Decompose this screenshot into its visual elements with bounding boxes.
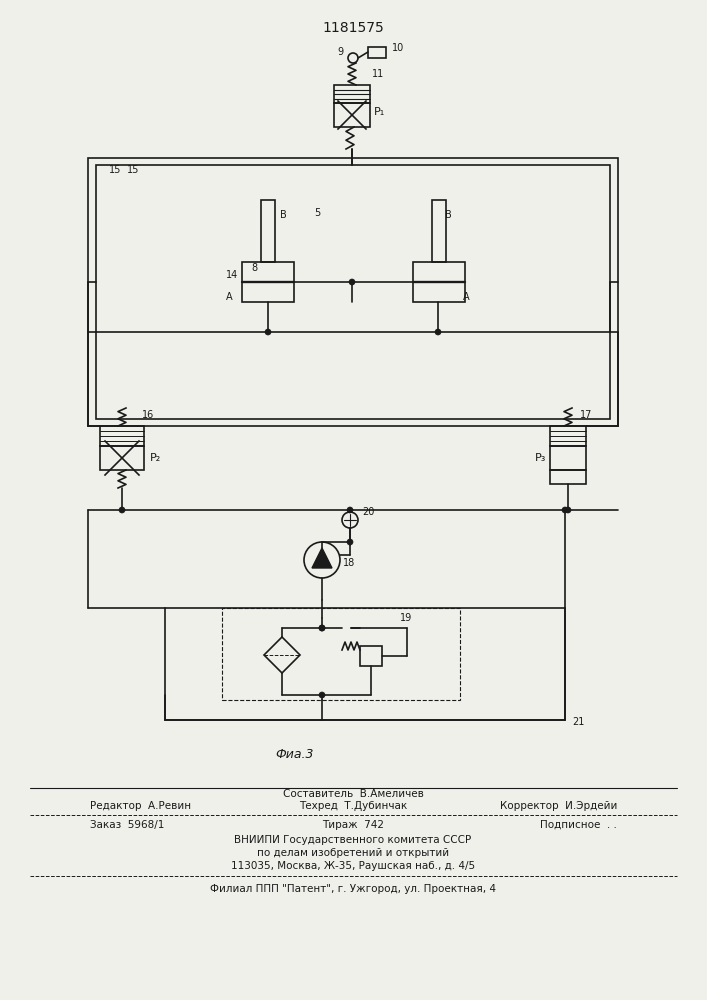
Text: ВНИИПИ Государственного комитета СССР: ВНИИПИ Государственного комитета СССР [235, 835, 472, 845]
Bar [334, 85, 370, 103]
Bar [413, 262, 465, 302]
Bar [550, 446, 586, 470]
Text: P₃: P₃ [534, 453, 546, 463]
Bar [96, 165, 610, 419]
Bar [222, 608, 460, 700]
Bar [100, 446, 144, 470]
Circle shape [319, 625, 325, 631]
Text: Заказ  5968/1: Заказ 5968/1 [90, 820, 164, 830]
Circle shape [347, 539, 353, 545]
Text: B: B [280, 210, 287, 220]
Text: 10: 10 [392, 43, 404, 53]
Text: Редактор  А.Ревин: Редактор А.Ревин [90, 801, 191, 811]
Circle shape [265, 329, 271, 335]
Circle shape [319, 692, 325, 698]
Polygon shape [312, 548, 332, 568]
Bar [432, 200, 446, 262]
Text: Техред  Т.Дубинчак: Техред Т.Дубинчак [299, 801, 407, 811]
Text: 1181575: 1181575 [322, 21, 384, 35]
Bar [242, 262, 294, 302]
Text: B: B [445, 210, 452, 220]
Text: 21: 21 [572, 717, 585, 727]
Bar [100, 426, 144, 446]
Text: 15: 15 [109, 165, 121, 175]
Circle shape [119, 507, 125, 513]
Circle shape [435, 329, 441, 335]
Text: P₂: P₂ [150, 453, 161, 463]
Bar [165, 608, 565, 720]
Bar [368, 47, 386, 58]
Text: Подписное  . .: Подписное . . [540, 820, 617, 830]
Text: Тираж  742: Тираж 742 [322, 820, 384, 830]
Circle shape [347, 507, 353, 513]
Text: A: A [226, 292, 233, 302]
Bar [88, 158, 618, 426]
Text: 15: 15 [127, 165, 139, 175]
Bar [261, 200, 275, 262]
Bar [334, 103, 370, 127]
Text: 16: 16 [142, 410, 154, 420]
Text: Фиа.3: Фиа.3 [276, 748, 314, 762]
Text: A: A [463, 292, 470, 302]
Circle shape [565, 507, 571, 513]
Text: Корректор  И.Эрдейи: Корректор И.Эрдейи [500, 801, 617, 811]
Text: Филиал ППП "Патент", г. Ужгород, ул. Проектная, 4: Филиал ППП "Патент", г. Ужгород, ул. Про… [210, 884, 496, 894]
Text: по делам изобретений и открытий: по делам изобретений и открытий [257, 848, 449, 858]
Text: 8: 8 [252, 263, 258, 273]
Text: 18: 18 [343, 558, 355, 568]
Text: 14: 14 [226, 270, 238, 280]
Text: 11: 11 [372, 69, 384, 79]
Bar [360, 646, 382, 666]
Text: 17: 17 [580, 410, 592, 420]
Circle shape [562, 507, 568, 513]
Text: 19: 19 [400, 613, 412, 623]
Bar [550, 470, 586, 484]
Text: 9: 9 [338, 47, 344, 57]
Text: Составитель  В.Амеличев: Составитель В.Амеличев [283, 789, 423, 799]
Text: P₁: P₁ [374, 107, 385, 117]
Circle shape [319, 625, 325, 631]
Circle shape [349, 279, 355, 285]
Bar [550, 426, 586, 446]
Text: 113035, Москва, Ж-35, Раушская наб., д. 4/5: 113035, Москва, Ж-35, Раушская наб., д. … [231, 861, 475, 871]
Text: 20: 20 [362, 507, 375, 517]
Text: 5: 5 [314, 208, 320, 218]
